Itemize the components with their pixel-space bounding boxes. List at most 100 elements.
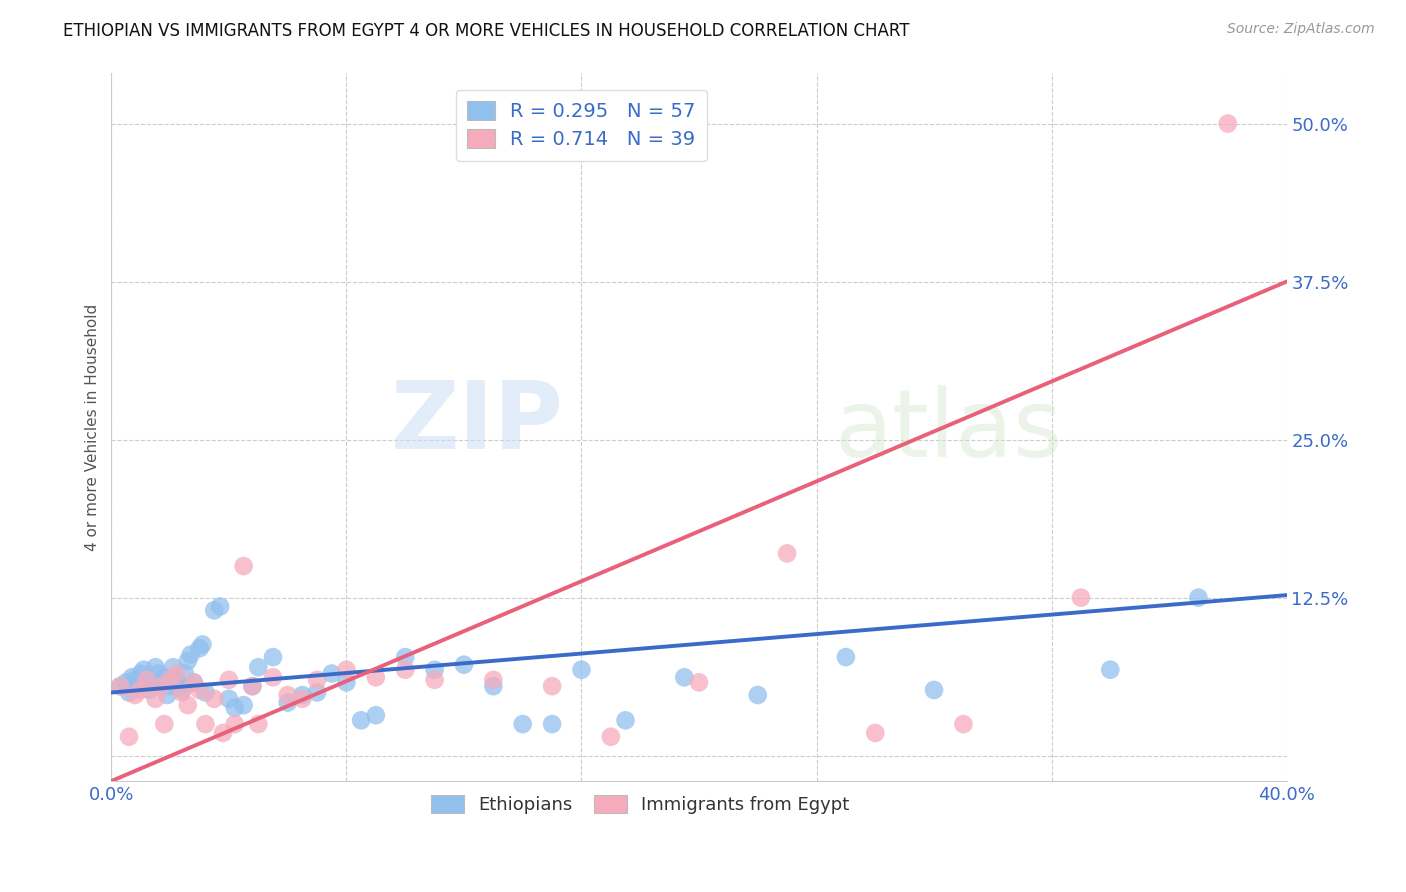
Point: [1070, 591, 1092, 605]
Point: [482, 673, 505, 687]
Point: [121, 670, 143, 684]
Point: [224, 700, 246, 714]
Point: [159, 673, 181, 687]
Point: [423, 663, 446, 677]
Point: [165, 673, 187, 687]
Point: [153, 670, 176, 684]
Point: [209, 599, 232, 614]
Point: [194, 717, 217, 731]
Point: [135, 673, 157, 687]
Point: [183, 675, 205, 690]
Point: [145, 660, 167, 674]
Point: [952, 717, 974, 731]
Point: [124, 688, 146, 702]
Point: [188, 641, 211, 656]
Y-axis label: 4 or more Vehicles in Household: 4 or more Vehicles in Household: [86, 303, 100, 550]
Text: atlas: atlas: [834, 384, 1063, 476]
Point: [277, 688, 299, 702]
Point: [423, 673, 446, 687]
Point: [242, 679, 264, 693]
Point: [150, 679, 173, 693]
Point: [307, 685, 329, 699]
Point: [247, 717, 270, 731]
Point: [194, 685, 217, 699]
Point: [212, 726, 235, 740]
Point: [1216, 117, 1239, 131]
Point: [170, 685, 193, 699]
Point: [167, 679, 190, 693]
Point: [835, 650, 858, 665]
Text: ETHIOPIAN VS IMMIGRANTS FROM EGYPT 4 OR MORE VEHICLES IN HOUSEHOLD CORRELATION C: ETHIOPIAN VS IMMIGRANTS FROM EGYPT 4 OR …: [63, 22, 910, 40]
Point: [571, 663, 593, 677]
Point: [110, 679, 132, 693]
Point: [127, 679, 149, 693]
Point: [145, 691, 167, 706]
Point: [202, 603, 225, 617]
Point: [599, 730, 621, 744]
Point: [138, 683, 160, 698]
Point: [1187, 591, 1209, 605]
Point: [224, 717, 246, 731]
Point: [394, 663, 416, 677]
Point: [132, 663, 155, 677]
Point: [129, 666, 152, 681]
Point: [135, 675, 157, 690]
Point: [177, 654, 200, 668]
Point: [242, 679, 264, 693]
Point: [350, 714, 373, 728]
Point: [148, 666, 170, 681]
Point: [150, 675, 173, 690]
Legend: Ethiopians, Immigrants from Egypt: Ethiopians, Immigrants from Egypt: [420, 785, 860, 825]
Point: [614, 714, 637, 728]
Point: [110, 679, 132, 693]
Text: Source: ZipAtlas.com: Source: ZipAtlas.com: [1227, 22, 1375, 37]
Point: [232, 559, 254, 574]
Point: [364, 708, 387, 723]
Point: [307, 673, 329, 687]
Point: [865, 726, 887, 740]
Point: [115, 675, 138, 690]
Point: [180, 648, 202, 662]
Point: [541, 679, 564, 693]
Point: [218, 691, 240, 706]
Point: [118, 685, 141, 699]
Point: [188, 683, 211, 698]
Point: [922, 683, 945, 698]
Point: [118, 730, 141, 744]
Text: ZIP: ZIP: [391, 377, 564, 469]
Point: [453, 657, 475, 672]
Point: [541, 717, 564, 731]
Point: [170, 683, 193, 698]
Point: [1099, 663, 1122, 677]
Point: [673, 670, 696, 684]
Point: [141, 673, 163, 687]
Point: [262, 650, 284, 665]
Point: [262, 670, 284, 684]
Point: [688, 675, 710, 690]
Point: [177, 698, 200, 713]
Point: [165, 666, 187, 681]
Point: [277, 696, 299, 710]
Point: [364, 670, 387, 684]
Point: [173, 666, 195, 681]
Point: [202, 691, 225, 706]
Point: [321, 666, 343, 681]
Point: [153, 717, 176, 731]
Point: [335, 675, 357, 690]
Point: [291, 691, 314, 706]
Point: [191, 637, 214, 651]
Point: [335, 663, 357, 677]
Point: [232, 698, 254, 713]
Point: [124, 673, 146, 687]
Point: [162, 660, 184, 674]
Point: [394, 650, 416, 665]
Point: [218, 673, 240, 687]
Point: [247, 660, 270, 674]
Point: [183, 675, 205, 690]
Point: [291, 688, 314, 702]
Point: [156, 688, 179, 702]
Point: [129, 683, 152, 698]
Point: [747, 688, 769, 702]
Point: [159, 679, 181, 693]
Point: [512, 717, 534, 731]
